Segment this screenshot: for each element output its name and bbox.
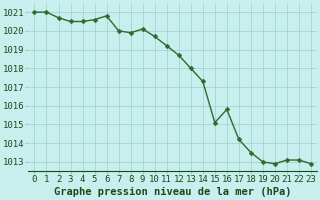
X-axis label: Graphe pression niveau de la mer (hPa): Graphe pression niveau de la mer (hPa) (54, 187, 292, 197)
